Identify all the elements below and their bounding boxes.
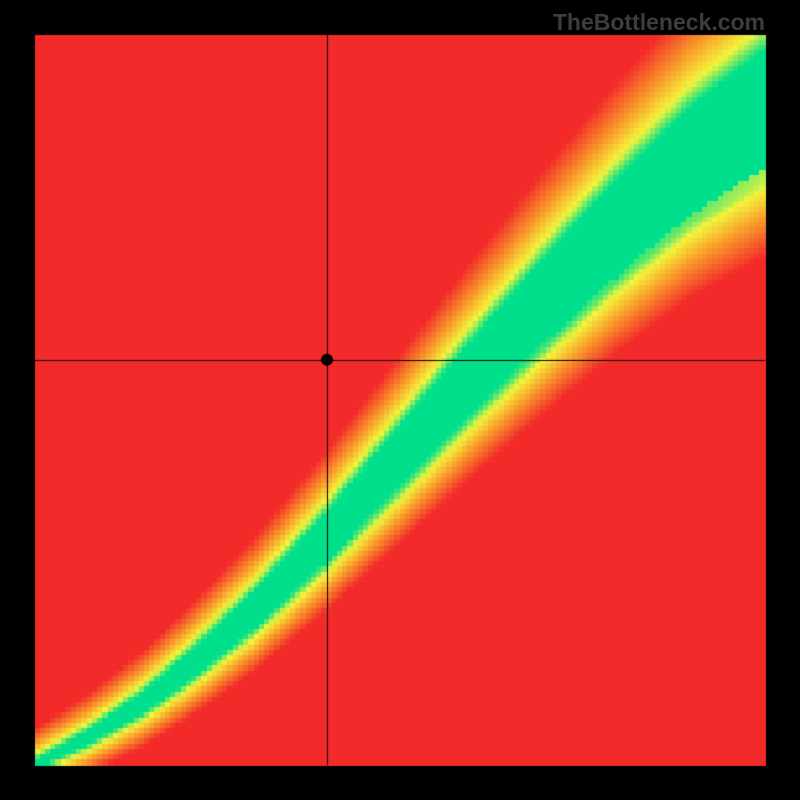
chart-stage: TheBottleneck.com [0,0,800,800]
heatmap-canvas [0,0,800,800]
